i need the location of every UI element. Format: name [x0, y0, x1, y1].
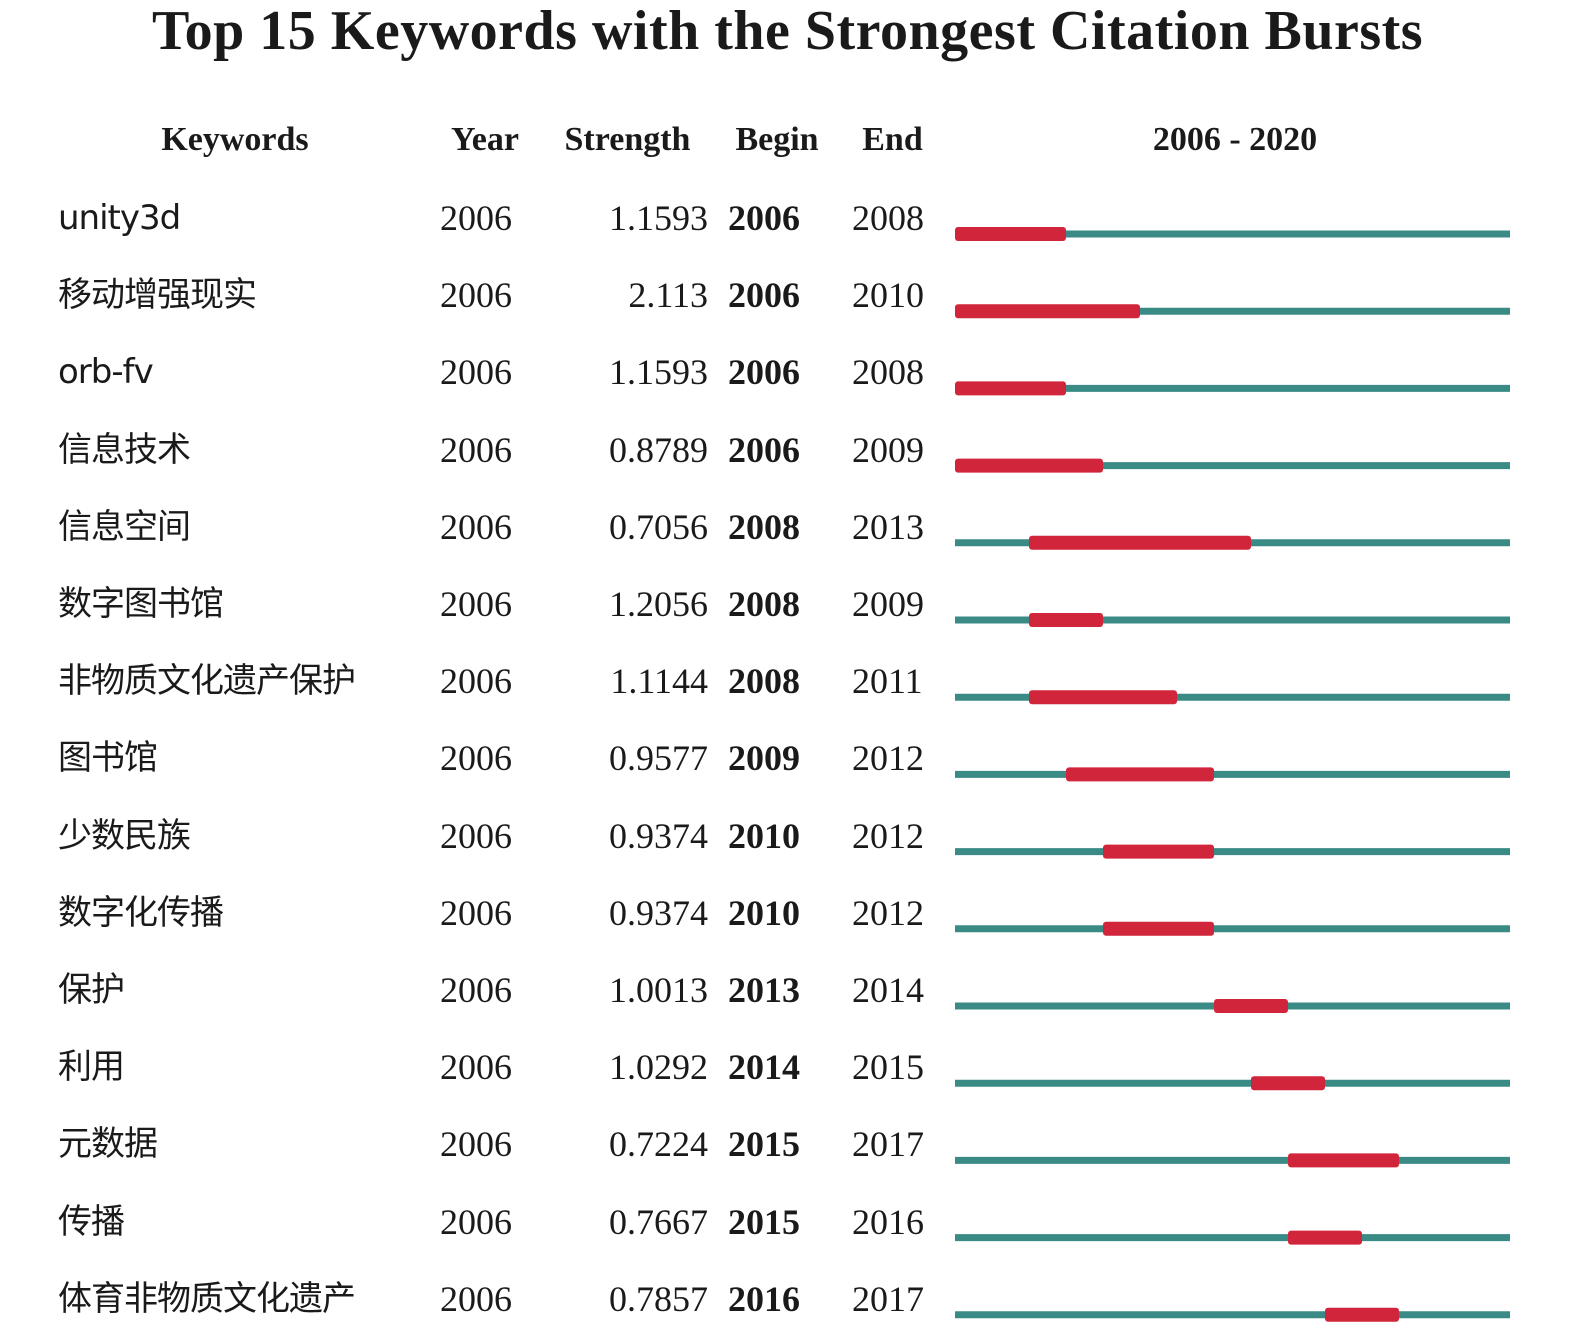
row-9-year: 2006	[440, 815, 512, 856]
row-1-end: 2008	[852, 198, 924, 238]
row-14-strength: 0.7667	[609, 1201, 708, 1242]
row-4-keyword: 信息技术	[58, 429, 191, 470]
row-15-keyword: 体育非物质文化遗产	[58, 1278, 356, 1319]
row-15-end: 2017	[852, 1278, 924, 1319]
row-12-strength: 1.0292	[609, 1047, 708, 1088]
row-11-strength: 1.0013	[609, 970, 708, 1010]
row-11-keyword: 保护	[58, 970, 125, 1010]
row-9-burst-bar	[1103, 844, 1214, 859]
row-1-keyword: unity3d	[58, 198, 181, 238]
row-3-keyword: orb-fv	[58, 352, 154, 393]
row-15-strength: 0.7857	[609, 1278, 708, 1319]
row-1-begin: 2006	[728, 198, 800, 238]
row-8-end: 2012	[852, 738, 924, 779]
row-2-keyword: 移动增强现实	[58, 275, 257, 316]
row-6-begin: 2008	[728, 584, 800, 624]
row-1-year: 2006	[440, 198, 512, 238]
row-6-burst-bar	[1029, 613, 1103, 627]
row-11-burst-bar	[1214, 999, 1288, 1013]
row-5-strength: 0.7056	[609, 506, 708, 547]
row-2-end: 2010	[852, 275, 924, 316]
row-9-begin: 2010	[728, 815, 800, 856]
row-4-begin: 2006	[728, 429, 800, 470]
row-15-burst-bar	[1325, 1307, 1399, 1322]
row-7-begin: 2008	[728, 661, 800, 702]
row-11-year: 2006	[440, 970, 512, 1010]
row-5-begin: 2008	[728, 506, 800, 547]
row-13-end: 2017	[852, 1124, 924, 1165]
row-13-begin: 2015	[728, 1124, 800, 1165]
row-13-keyword: 元数据	[58, 1124, 158, 1165]
header-begin: Begin	[735, 121, 819, 158]
row-10-keyword: 数字化传播	[58, 892, 224, 933]
row-13-burst-bar	[1288, 1153, 1399, 1168]
row-15-year: 2006	[440, 1278, 512, 1319]
row-4-end: 2009	[852, 429, 924, 470]
row-14-keyword: 传播	[58, 1201, 125, 1242]
row-12-end: 2015	[852, 1047, 924, 1088]
header-range: 2006 - 2020	[1152, 121, 1318, 158]
row-11-end: 2014	[852, 970, 924, 1010]
row-10-end: 2012	[852, 892, 924, 933]
row-9-end: 2012	[852, 815, 924, 856]
chart-title: Top 15 Keywords with the Strongest Citat…	[151, 0, 1424, 62]
row-13-strength: 0.7224	[609, 1124, 708, 1165]
row-10-strength: 0.9374	[609, 892, 708, 933]
header-end: End	[862, 121, 923, 158]
row-14-begin: 2015	[728, 1201, 800, 1242]
row-5-keyword: 信息空间	[58, 506, 191, 547]
header-strength: Strength	[564, 121, 691, 158]
row-6-strength: 1.2056	[609, 584, 708, 624]
row-2-burst-bar	[955, 304, 1140, 319]
row-6-year: 2006	[440, 584, 512, 624]
row-10-year: 2006	[440, 892, 512, 933]
row-8-begin: 2009	[728, 738, 800, 779]
row-4-strength: 0.8789	[609, 429, 708, 470]
header-year: Year	[451, 121, 519, 158]
row-2-begin: 2006	[728, 275, 800, 316]
row-2-year: 2006	[440, 275, 512, 316]
row-8-keyword: 图书馆	[58, 738, 158, 779]
row-3-end: 2008	[852, 352, 924, 393]
row-3-year: 2006	[440, 352, 512, 393]
row-13-year: 2006	[440, 1124, 512, 1165]
row-7-strength: 1.1144	[610, 661, 708, 702]
row-8-strength: 0.9577	[609, 738, 708, 779]
row-7-year: 2006	[440, 661, 512, 702]
row-2-strength: 2.113	[628, 275, 708, 316]
row-12-year: 2006	[440, 1047, 512, 1088]
row-12-burst-bar	[1251, 1076, 1325, 1091]
row-10-burst-bar	[1103, 921, 1214, 936]
row-14-end: 2016	[852, 1201, 924, 1242]
row-14-burst-bar	[1288, 1230, 1362, 1245]
row-12-keyword: 利用	[58, 1047, 125, 1088]
row-7-end: 2011	[852, 661, 923, 702]
row-11-begin: 2013	[728, 970, 800, 1010]
row-4-year: 2006	[440, 429, 512, 470]
row-7-burst-bar	[1029, 690, 1177, 705]
row-12-begin: 2014	[728, 1047, 800, 1088]
row-15-begin: 2016	[728, 1278, 800, 1319]
row-1-burst-bar	[955, 227, 1066, 241]
row-6-keyword: 数字图书馆	[58, 584, 224, 624]
row-8-burst-bar	[1066, 767, 1214, 782]
row-3-begin: 2006	[728, 352, 800, 393]
row-14-year: 2006	[440, 1201, 512, 1242]
header-keywords: Keywords	[161, 121, 309, 158]
row-7-keyword: 非物质文化遗产保护	[58, 661, 356, 702]
row-9-keyword: 少数民族	[58, 815, 191, 856]
row-10-begin: 2010	[728, 892, 800, 933]
row-5-burst-bar	[1029, 535, 1251, 550]
row-8-year: 2006	[440, 738, 512, 779]
row-3-burst-bar	[955, 381, 1066, 396]
row-5-year: 2006	[440, 506, 512, 547]
row-5-end: 2013	[852, 506, 924, 547]
row-1-strength: 1.1593	[609, 198, 708, 238]
row-4-burst-bar	[955, 458, 1103, 473]
row-9-strength: 0.9374	[609, 815, 708, 856]
row-3-strength: 1.1593	[609, 352, 708, 393]
row-6-end: 2009	[852, 584, 924, 624]
